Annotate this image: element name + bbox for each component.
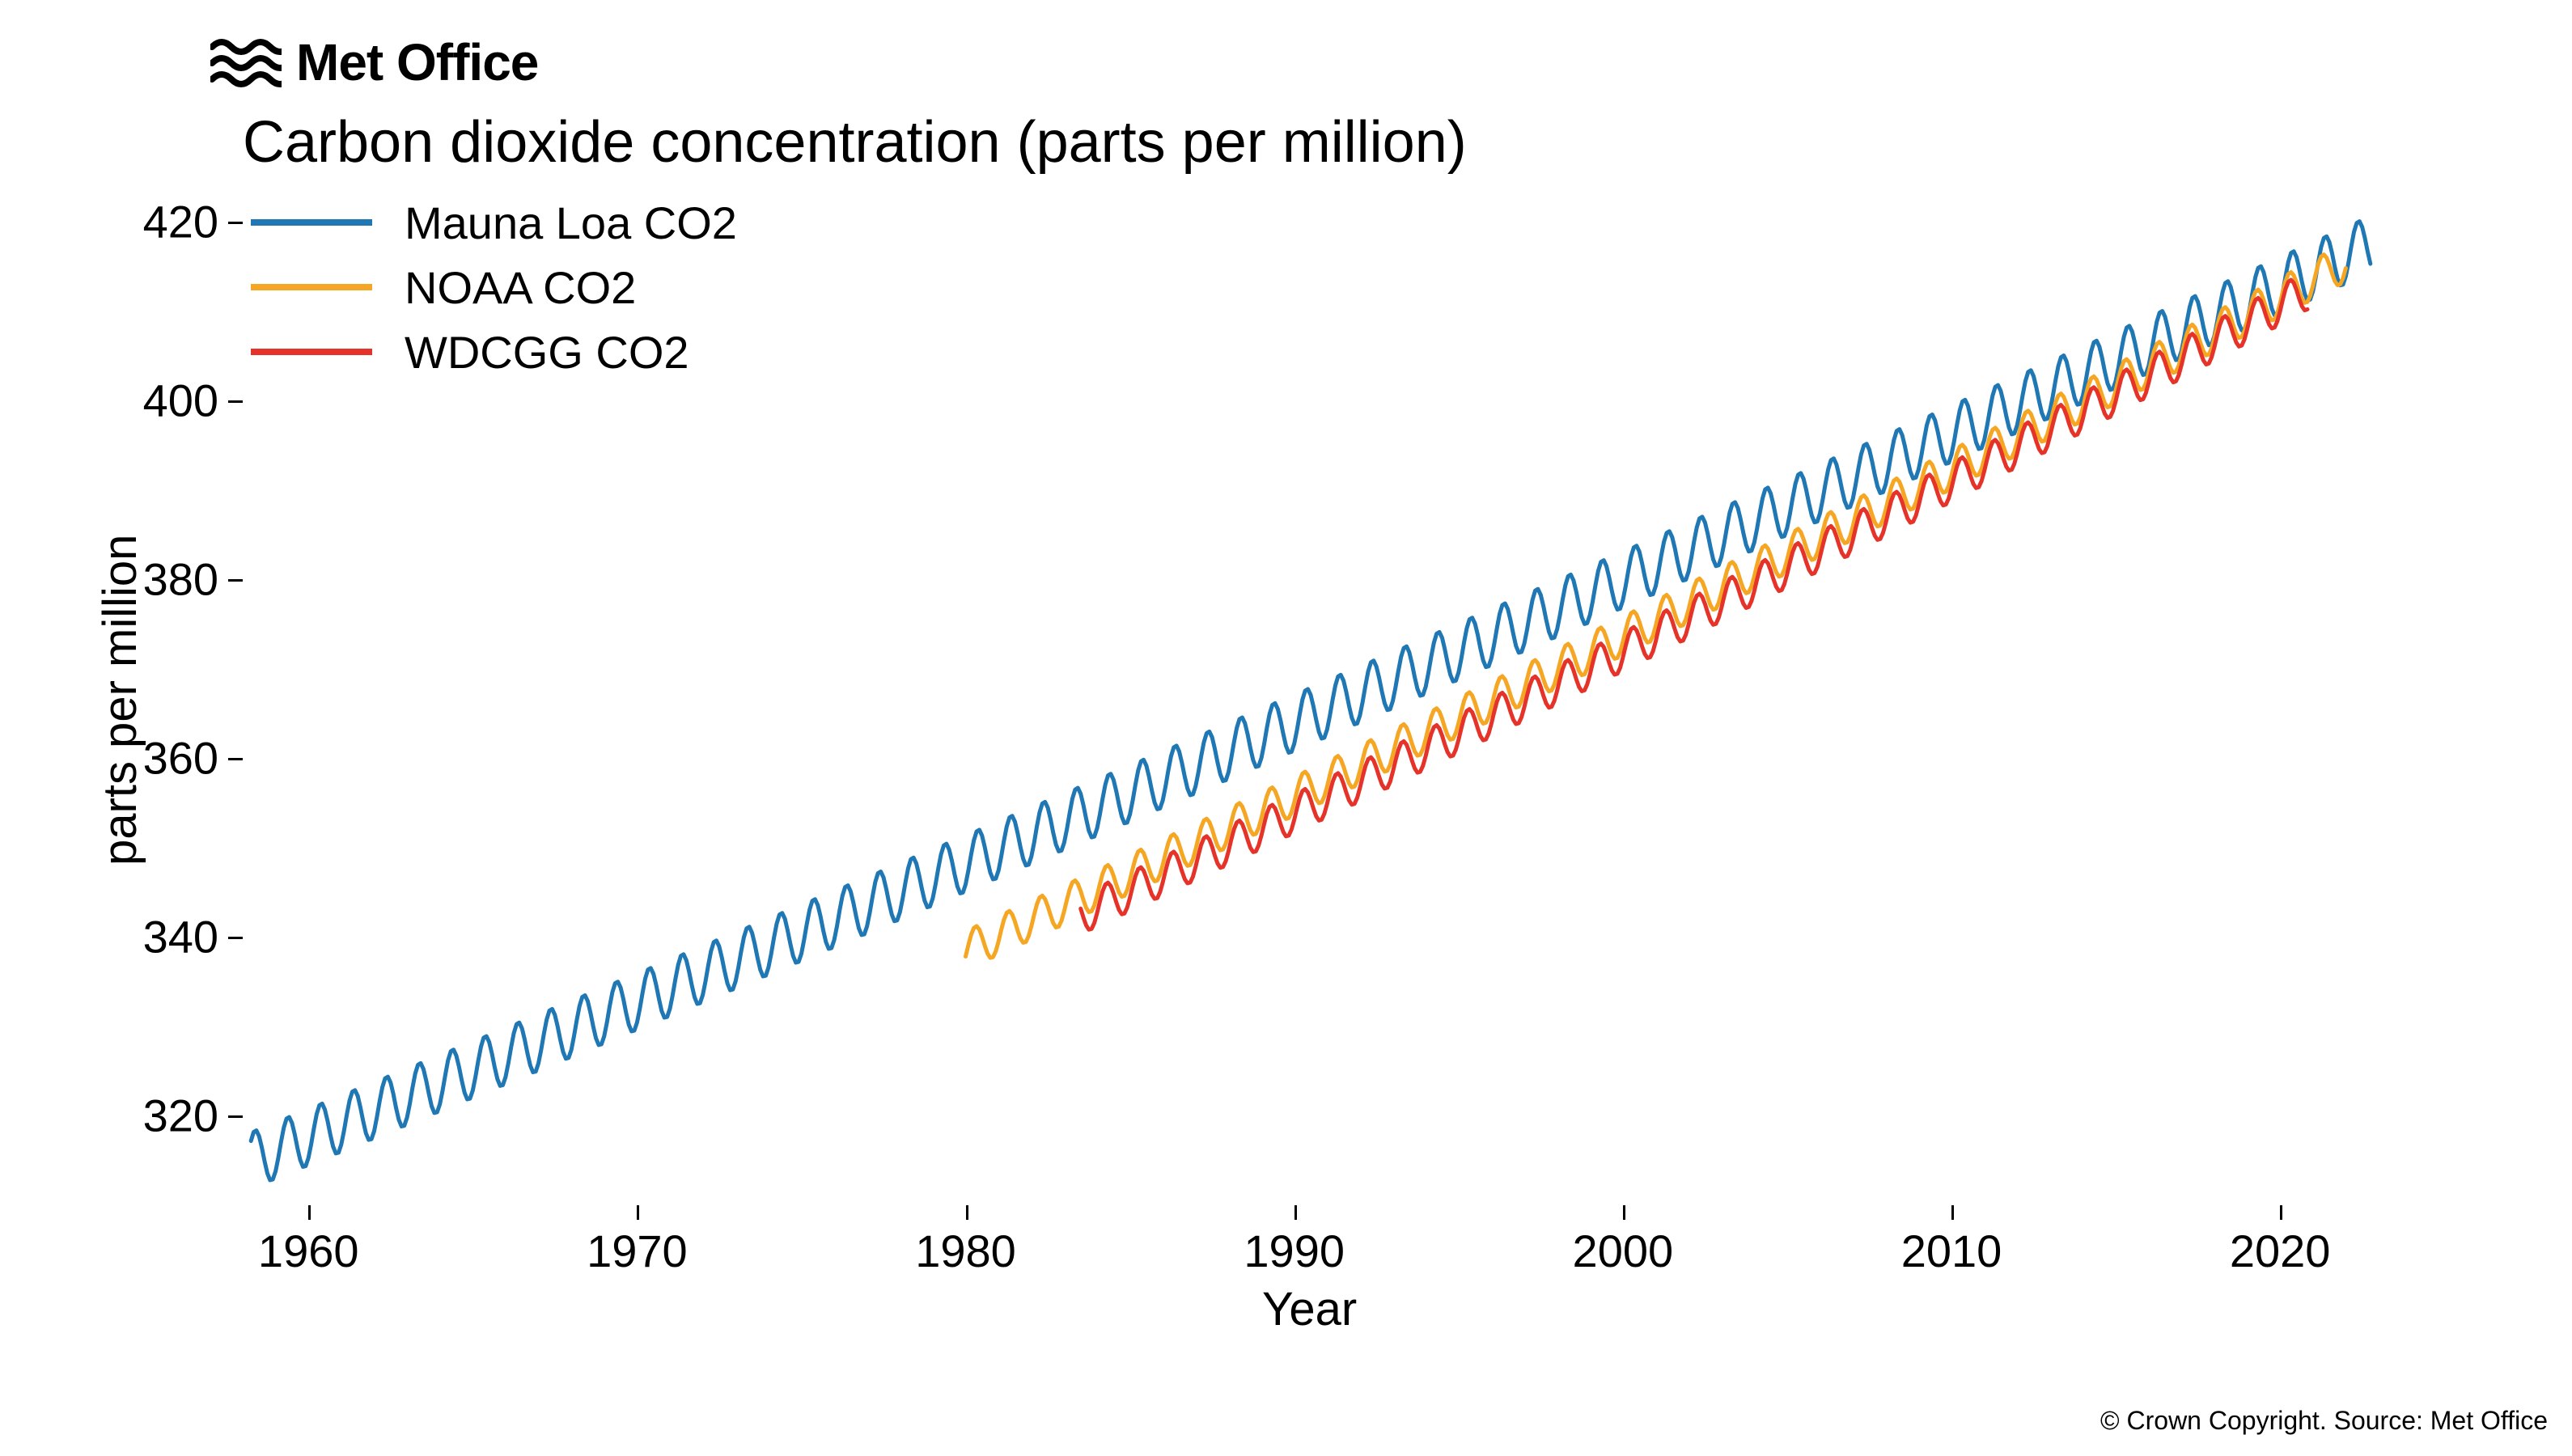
axis-tick <box>228 758 243 760</box>
axis-tick <box>1951 1205 1954 1220</box>
axis-tick <box>2280 1205 2282 1220</box>
tick-label: 2020 <box>2230 1225 2331 1277</box>
brand-logo: Met Office <box>210 32 538 92</box>
co2-line-chart <box>243 186 2379 1205</box>
axis-tick <box>637 1205 639 1220</box>
tick-label: 320 <box>143 1090 218 1142</box>
y-axis-label: parts per million <box>93 535 147 866</box>
axis-tick <box>228 937 243 939</box>
tick-label: 400 <box>143 375 218 427</box>
tick-label: 2000 <box>1573 1225 1674 1277</box>
axis-tick <box>228 222 243 224</box>
tick-label: 420 <box>143 196 218 248</box>
axis-tick <box>966 1205 968 1220</box>
tick-label: 1960 <box>258 1225 359 1277</box>
axis-tick <box>228 579 243 582</box>
met-office-waves-icon <box>210 37 282 87</box>
tick-label: 360 <box>143 732 218 785</box>
axis-tick <box>228 1115 243 1118</box>
tick-label: 1990 <box>1244 1225 1345 1277</box>
x-axis-label: Year <box>1262 1282 1357 1336</box>
axis-tick <box>1623 1205 1625 1220</box>
axis-tick <box>308 1205 311 1220</box>
tick-label: 2010 <box>1901 1225 2002 1277</box>
tick-label: 380 <box>143 553 218 606</box>
axis-tick <box>1294 1205 1297 1220</box>
chart-title: Carbon dioxide concentration (parts per … <box>243 109 1467 176</box>
tick-label: 340 <box>143 911 218 963</box>
copyright-text: © Crown Copyright. Source: Met Office <box>2100 1406 2548 1436</box>
tick-label: 1980 <box>915 1225 1016 1277</box>
brand-text: Met Office <box>296 32 538 92</box>
chart-page: Met Office Carbon dioxide concentration … <box>0 0 2572 1456</box>
axis-tick <box>228 400 243 403</box>
tick-label: 1970 <box>587 1225 688 1277</box>
